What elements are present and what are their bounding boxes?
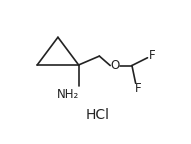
Text: NH₂: NH₂ — [57, 88, 79, 101]
Text: O: O — [110, 59, 120, 72]
Text: HCl: HCl — [86, 108, 110, 122]
Text: F: F — [149, 49, 155, 62]
Text: F: F — [135, 82, 142, 95]
